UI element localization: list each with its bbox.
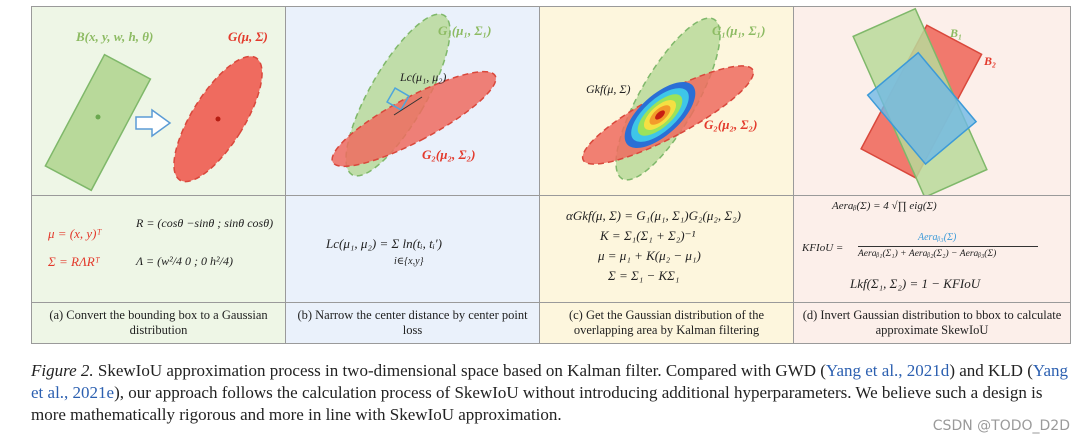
- figure-2: B(x, y, w, h, θ) G(μ, Σ) μ = (x, y)ᵀ R =…: [31, 6, 1071, 344]
- g1-label: G₁(μ₁, Σ₁): [438, 23, 491, 38]
- lc-label: Lc(μ₁, μ₂): [399, 70, 446, 84]
- eq-lc-index: i∈{x,y}: [394, 256, 424, 267]
- caption-text-1: SkewIoU approximation process in two-dim…: [93, 361, 826, 380]
- figure-label: Figure 2.: [31, 361, 94, 380]
- eq-lambda: Λ = (w²/4 0 ; 0 h²/4): [136, 254, 233, 268]
- eq-mu: μ = μ₁ + K(μ₂ − μ₁): [598, 248, 701, 263]
- convert-arrow-icon: [135, 108, 172, 138]
- panel-c: G₁(μ₁, Σ₁) Gkf(μ, Σ) G₂(μ₂, Σ₂) αGkf(μ, …: [540, 7, 794, 343]
- panel-c-caption: (c) Get the Gaussian distribution of the…: [540, 303, 793, 343]
- b1-label: B₁: [949, 26, 962, 40]
- eq-kfiou-den: Aeraᵦ₁(Σ₁) + Aeraᵦ₂(Σ₂) − Aeraᵦ₃(Σ): [858, 249, 997, 259]
- b2-label: B₂: [983, 54, 996, 68]
- eq-kfiou-num: Aeraᵦ₃(Σ): [918, 232, 957, 243]
- panel-d: B₁ B₂ Aeraᵦ(Σ) = 4 √∏ eig(Σ) KFIoU = Aer…: [794, 7, 1070, 343]
- eq-r: R = (cosθ −sinθ ; sinθ cosθ): [136, 216, 274, 230]
- eq-lkf: Lkf(Σ₁, Σ₂) = 1 − KFIoU: [850, 276, 981, 291]
- panel-c-diagram: G₁(μ₁, Σ₁) Gkf(μ, Σ) G₂(μ₂, Σ₂): [540, 7, 793, 196]
- panel-b-diagram: G₁(μ₁, Σ₁) Lc(μ₁, μ₂) G₂(μ₂, Σ₂): [286, 7, 539, 196]
- panel-b: G₁(μ₁, Σ₁) Lc(μ₁, μ₂) G₂(μ₂, Σ₂) Lc(μ₁, …: [286, 7, 540, 343]
- center-box: [386, 87, 410, 111]
- bbox-label: B(x, y, w, h, θ): [75, 29, 153, 44]
- panel-a-diagram: B(x, y, w, h, θ) G(μ, Σ): [32, 7, 285, 196]
- panel-c-equations: αGkf(μ, Σ) = G₁(μ₁, Σ₁)G₂(μ₂, Σ₂) K = Σ₁…: [540, 196, 793, 303]
- eq-sigma: Σ = RΛRᵀ: [48, 254, 100, 269]
- eq-area: Aeraᵦ(Σ) = 4 √∏ eig(Σ): [832, 200, 937, 212]
- panel-a-caption: (a) Convert the bounding box to a Gaussi…: [32, 303, 285, 343]
- gkf-heatmap: [624, 82, 696, 148]
- panel-b-equations: Lc(μ₁, μ₂) = Σ ln(tᵢ, tᵢ′) i∈{x,y}: [286, 196, 539, 303]
- caption-text-2: ) and KLD (: [949, 361, 1033, 380]
- g2-label: G₂(μ₂, Σ₂): [422, 147, 475, 162]
- citation-gwd[interactable]: Yang et al., 2021d: [825, 361, 950, 380]
- panel-d-caption: (d) Invert Gaussian distribution to bbox…: [794, 303, 1070, 343]
- panel-a-equations: μ = (x, y)ᵀ R = (cosθ −sinθ ; sinθ cosθ)…: [32, 196, 285, 303]
- watermark: CSDN @TODO_D2D: [932, 418, 1070, 434]
- fraction-bar: [858, 246, 1038, 247]
- figure-caption: Figure 2. SkewIoU approximation process …: [31, 360, 1081, 426]
- eq-kfiou: KFIoU =: [802, 242, 844, 254]
- g2-label: G₂(μ₂, Σ₂): [704, 117, 757, 132]
- eq-sigma: Σ = Σ₁ − KΣ₁: [608, 268, 680, 283]
- eq-lc: Lc(μ₁, μ₂) = Σ ln(tᵢ, tᵢ′): [326, 236, 442, 251]
- g1-label: G₁(μ₁, Σ₁): [712, 23, 765, 38]
- gaussian-center: [215, 116, 221, 122]
- panel-a: B(x, y, w, h, θ) G(μ, Σ) μ = (x, y)ᵀ R =…: [32, 7, 286, 343]
- center-line: [393, 96, 423, 116]
- panel-b-caption: (b) Narrow the center distance by center…: [286, 303, 539, 343]
- eq-gkf: αGkf(μ, Σ) = G₁(μ₁, Σ₁)G₂(μ₂, Σ₂): [566, 208, 741, 223]
- gkf-label: Gkf(μ, Σ): [586, 82, 630, 96]
- caption-text-3: ), our approach follows the calculation …: [31, 383, 1043, 424]
- panel-d-diagram: B₁ B₂: [794, 7, 1070, 196]
- bbox-rect: [44, 53, 152, 192]
- g2-ellipse: [331, 70, 497, 168]
- b3-rect: [866, 51, 978, 166]
- eq-mu: μ = (x, y)ᵀ: [48, 226, 102, 241]
- gaussian-label: G(μ, Σ): [228, 29, 268, 44]
- panel-d-equations: Aeraᵦ(Σ) = 4 √∏ eig(Σ) KFIoU = Aeraᵦ₃(Σ)…: [794, 196, 1070, 303]
- bbox-center: [95, 114, 101, 120]
- citation-kld[interactable]: Yang et al., 2021e: [31, 361, 1068, 402]
- eq-k: K = Σ₁(Σ₁ + Σ₂)⁻¹: [600, 228, 696, 243]
